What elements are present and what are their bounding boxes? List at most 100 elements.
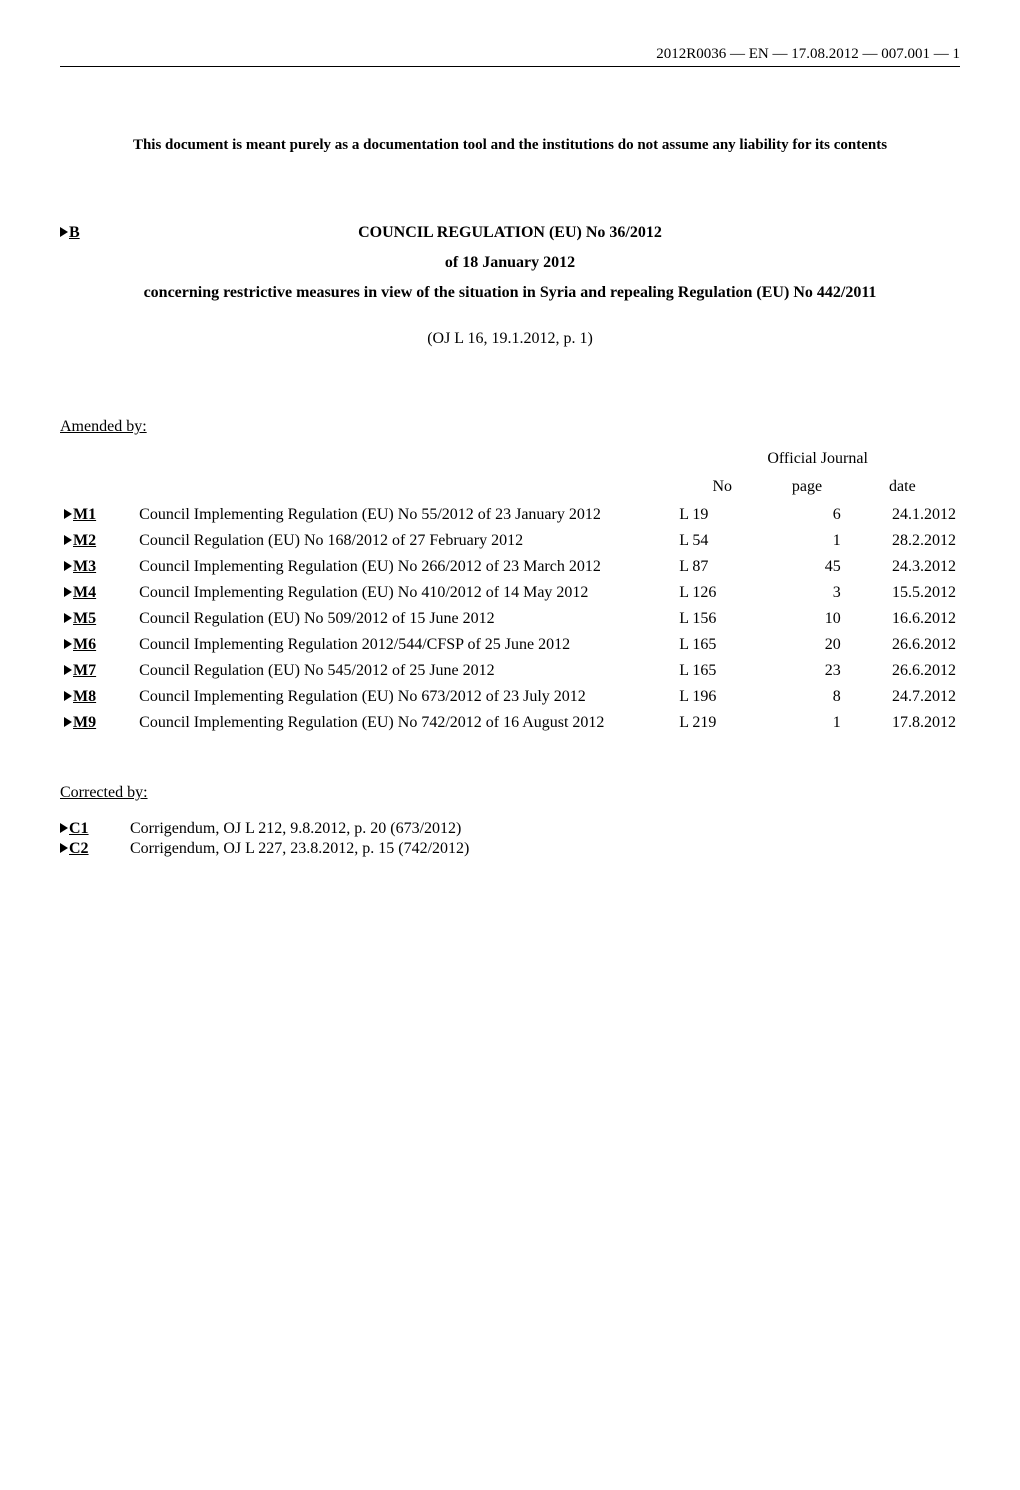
table-row: M7 Council Regulation (EU) No 545/2012 of… — [60, 658, 960, 684]
amendment-page: 1 — [769, 528, 845, 554]
amendment-desc: Council Implementing Regulation (EU) No … — [135, 502, 675, 528]
amendment-date: 16.6.2012 — [845, 606, 960, 632]
amendment-desc: Council Regulation (EU) No 168/2012 of 2… — [135, 528, 675, 554]
title-block: B COUNCIL REGULATION (EU) No 36/2012 of … — [0, 224, 1020, 348]
table-row: M6 Council Implementing Regulation 2012/5… — [60, 632, 960, 658]
triangle-icon — [64, 613, 72, 623]
document-page: 2012R0036 — EN — 17.08.2012 — 007.001 — … — [0, 48, 1020, 1490]
marker-code: M2 — [73, 532, 96, 549]
correction-desc: Corrigendum, OJ L 212, 9.8.2012, p. 20 (… — [130, 820, 461, 838]
triangle-icon — [64, 717, 72, 727]
marker-code: M6 — [73, 636, 96, 653]
col-header-no: No — [675, 474, 769, 502]
marker-code: M1 — [73, 506, 96, 523]
list-item: C1 Corrigendum, OJ L 212, 9.8.2012, p. 20… — [60, 820, 960, 838]
amendment-desc: Council Implementing Regulation 2012/544… — [135, 632, 675, 658]
amendment-desc: Council Implementing Regulation (EU) No … — [135, 554, 675, 580]
amendment-marker: M9 — [60, 710, 135, 736]
oj-header: Official Journal — [675, 446, 960, 474]
amendment-date: 24.1.2012 — [845, 502, 960, 528]
correction-marker: C2 — [60, 840, 130, 858]
marker-code: C2 — [69, 840, 89, 857]
amended-heading: Amended by: — [60, 418, 1020, 436]
table-row: M2 Council Regulation (EU) No 168/2012 of… — [60, 528, 960, 554]
amendment-date: 24.7.2012 — [845, 684, 960, 710]
amendment-marker: M3 — [60, 554, 135, 580]
table-row: M1 Council Implementing Regulation (EU) N… — [60, 502, 960, 528]
amendment-no: L 126 — [675, 580, 769, 606]
amendment-marker: M2 — [60, 528, 135, 554]
marker-code: M8 — [73, 688, 96, 705]
header-rule: 2012R0036 — EN — 17.08.2012 — 007.001 — … — [60, 48, 960, 67]
corrections-list: C1 Corrigendum, OJ L 212, 9.8.2012, p. 20… — [60, 820, 960, 858]
triangle-icon — [64, 639, 72, 649]
amendment-marker: M7 — [60, 658, 135, 684]
amendment-page: 8 — [769, 684, 845, 710]
amendment-desc: Council Regulation (EU) No 545/2012 of 2… — [135, 658, 675, 684]
table-row: M3 Council Implementing Regulation (EU) N… — [60, 554, 960, 580]
amendment-desc: Council Implementing Regulation (EU) No … — [135, 710, 675, 736]
table-row: M4 Council Implementing Regulation (EU) N… — [60, 580, 960, 606]
amendment-marker: M5 — [60, 606, 135, 632]
regulation-date: of 18 January 2012 — [0, 254, 1020, 272]
amendment-marker: M8 — [60, 684, 135, 710]
triangle-icon — [64, 561, 72, 571]
amendments-table: Official Journal No page date M1 Council … — [60, 446, 960, 736]
oj-reference: (OJ L 16, 19.1.2012, p. 1) — [0, 330, 1020, 348]
table-row: M5 Council Regulation (EU) No 509/2012 of… — [60, 606, 960, 632]
amendment-no: L 54 — [675, 528, 769, 554]
title-marker: B — [60, 224, 80, 242]
amendment-page: 3 — [769, 580, 845, 606]
amendment-no: L 87 — [675, 554, 769, 580]
triangle-icon — [60, 823, 68, 833]
amendment-desc: Council Implementing Regulation (EU) No … — [135, 684, 675, 710]
amendment-no: L 165 — [675, 658, 769, 684]
disclaimer-note: This document is meant purely as a docum… — [0, 137, 1020, 154]
table-header-row: No page date — [60, 474, 960, 502]
col-header-page: page — [769, 474, 845, 502]
amendment-page: 23 — [769, 658, 845, 684]
corrected-heading: Corrected by: — [60, 784, 1020, 802]
triangle-icon — [64, 509, 72, 519]
amendment-no: L 219 — [675, 710, 769, 736]
list-item: C2 Corrigendum, OJ L 227, 23.8.2012, p. 1… — [60, 840, 960, 858]
marker-code: M9 — [73, 714, 96, 731]
amendment-marker: M1 — [60, 502, 135, 528]
marker-code: C1 — [69, 820, 89, 837]
triangle-icon — [60, 843, 68, 853]
header-right-text: 2012R0036 — EN — 17.08.2012 — 007.001 — … — [656, 46, 960, 63]
amendment-no: L 165 — [675, 632, 769, 658]
triangle-icon — [64, 665, 72, 675]
triangle-icon — [64, 535, 72, 545]
marker-code: M5 — [73, 610, 96, 627]
triangle-icon — [64, 587, 72, 597]
marker-code: M3 — [73, 558, 96, 575]
title-marker-code: B — [69, 224, 80, 241]
amendment-page: 6 — [769, 502, 845, 528]
amendment-desc: Council Implementing Regulation (EU) No … — [135, 580, 675, 606]
amendment-page: 10 — [769, 606, 845, 632]
triangle-icon — [64, 691, 72, 701]
table-row: M9 Council Implementing Regulation (EU) N… — [60, 710, 960, 736]
marker-code: M7 — [73, 662, 96, 679]
col-header-date: date — [845, 474, 960, 502]
marker-code: M4 — [73, 584, 96, 601]
regulation-title: COUNCIL REGULATION (EU) No 36/2012 — [358, 224, 662, 242]
regulation-subject: concerning restrictive measures in view … — [140, 284, 880, 302]
amendment-page: 45 — [769, 554, 845, 580]
amendment-date: 26.6.2012 — [845, 658, 960, 684]
correction-desc: Corrigendum, OJ L 227, 23.8.2012, p. 15 … — [130, 840, 469, 858]
amendment-desc: Council Regulation (EU) No 509/2012 of 1… — [135, 606, 675, 632]
amendment-date: 26.6.2012 — [845, 632, 960, 658]
amendment-no: L 19 — [675, 502, 769, 528]
amendment-marker: M6 — [60, 632, 135, 658]
correction-marker: C1 — [60, 820, 130, 838]
amendment-date: 17.8.2012 — [845, 710, 960, 736]
amendment-page: 20 — [769, 632, 845, 658]
amendment-page: 1 — [769, 710, 845, 736]
amendment-marker: M4 — [60, 580, 135, 606]
amendment-date: 28.2.2012 — [845, 528, 960, 554]
oj-header-row: Official Journal — [60, 446, 960, 474]
amendment-date: 24.3.2012 — [845, 554, 960, 580]
amendment-date: 15.5.2012 — [845, 580, 960, 606]
